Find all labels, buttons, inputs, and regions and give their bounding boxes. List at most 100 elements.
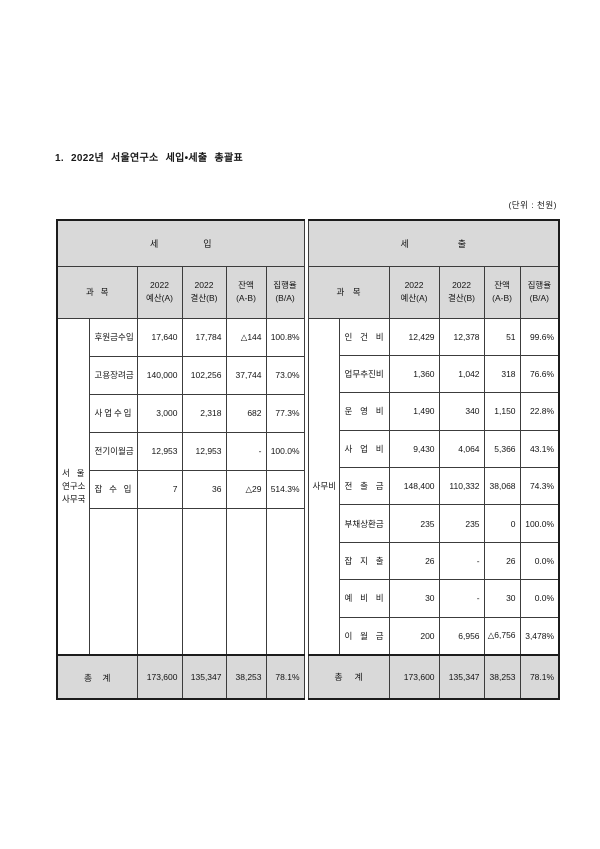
total-balance-cell: 38,253 [225,654,267,700]
settlement-cell: 340 [438,392,485,431]
settlement-cell: 12,378 [438,317,485,356]
balance-cell: 0 [483,504,521,543]
empty-cell [181,507,227,656]
rate-cell: 99.6% [519,317,560,356]
rate-cell: 73.0% [265,355,305,395]
empty-cell [225,507,267,656]
column-header-budget: 2022 예산(A) [388,265,440,319]
budget-cell: 30 [388,579,440,618]
settlement-cell: 110,332 [438,467,485,506]
rate-cell: 74.3% [519,467,560,506]
empty-cell [136,507,183,656]
rate-cell: 100.0% [519,504,560,543]
budget-header-line1: 2022 [150,280,169,290]
settlement-cell: 17,784 [181,317,227,357]
rate-cell: 76.6% [519,354,560,394]
budget-header-line2: 예산(A) [146,293,173,303]
column-header-rate: 집행율 (B/A) [519,265,560,319]
settlement-cell: 1,042 [438,354,485,394]
budget-cell: 148,400 [388,467,440,506]
total-rate-cell: 78.1% [519,653,560,700]
balance-cell: 38,068 [483,467,521,506]
column-header-balance: 잔액 (A-B) [483,265,521,319]
rate-cell: 0.0% [519,541,560,581]
budget-cell: 1,490 [388,392,440,431]
balance-cell: 5,366 [483,429,521,469]
budget-cell: 12,429 [388,317,440,356]
budget-header-line1: 2022 [404,280,424,290]
budget-cell: 17,640 [136,317,183,357]
rate-cell: 3,478% [519,616,560,656]
column-header-settlement: 2022 결산(B) [438,265,485,319]
total-settlement-cell: 135,347 [181,654,227,700]
rate-header-line2: (B/A) [275,293,295,303]
balance-cell: 318 [483,354,521,394]
budget-cell: 140,000 [136,355,183,395]
balance-cell: - [225,431,267,471]
balance-header-line1: 잔액 [238,280,254,290]
rate-cell: 43.1% [519,429,560,469]
settlement-cell: 36 [181,469,227,509]
budget-cell: 26 [388,541,440,581]
balance-cell: 1,150 [483,392,521,431]
settlement-header-line2: 결산(B) [190,293,218,303]
balance-cell: 51 [483,317,521,356]
rate-header-line2: (B/A) [529,293,549,303]
balance-cell: 682 [225,393,267,433]
budget-cell: 3,000 [136,393,183,433]
balance-cell: 26 [483,541,521,581]
total-balance-cell: 38,253 [483,653,521,700]
balance-cell: 37,744 [225,355,267,395]
settlement-header-line1: 2022 [194,280,214,290]
column-header-settlement: 2022 결산(B) [181,265,227,319]
rate-cell: 0.0% [519,579,560,618]
rate-cell: 77.3% [265,393,305,433]
balance-header-line2: (A-B) [492,293,512,303]
rate-cell: 100.0% [265,431,305,471]
settlement-header-line2: 결산(B) [448,293,476,303]
rate-header-line1: 집행율 [527,280,552,290]
settlement-header-line1: 2022 [452,280,471,290]
budget-cell: 9,430 [388,429,440,469]
column-header-budget: 2022 예산(A) [136,265,183,319]
balance-cell: △29 [225,469,267,509]
